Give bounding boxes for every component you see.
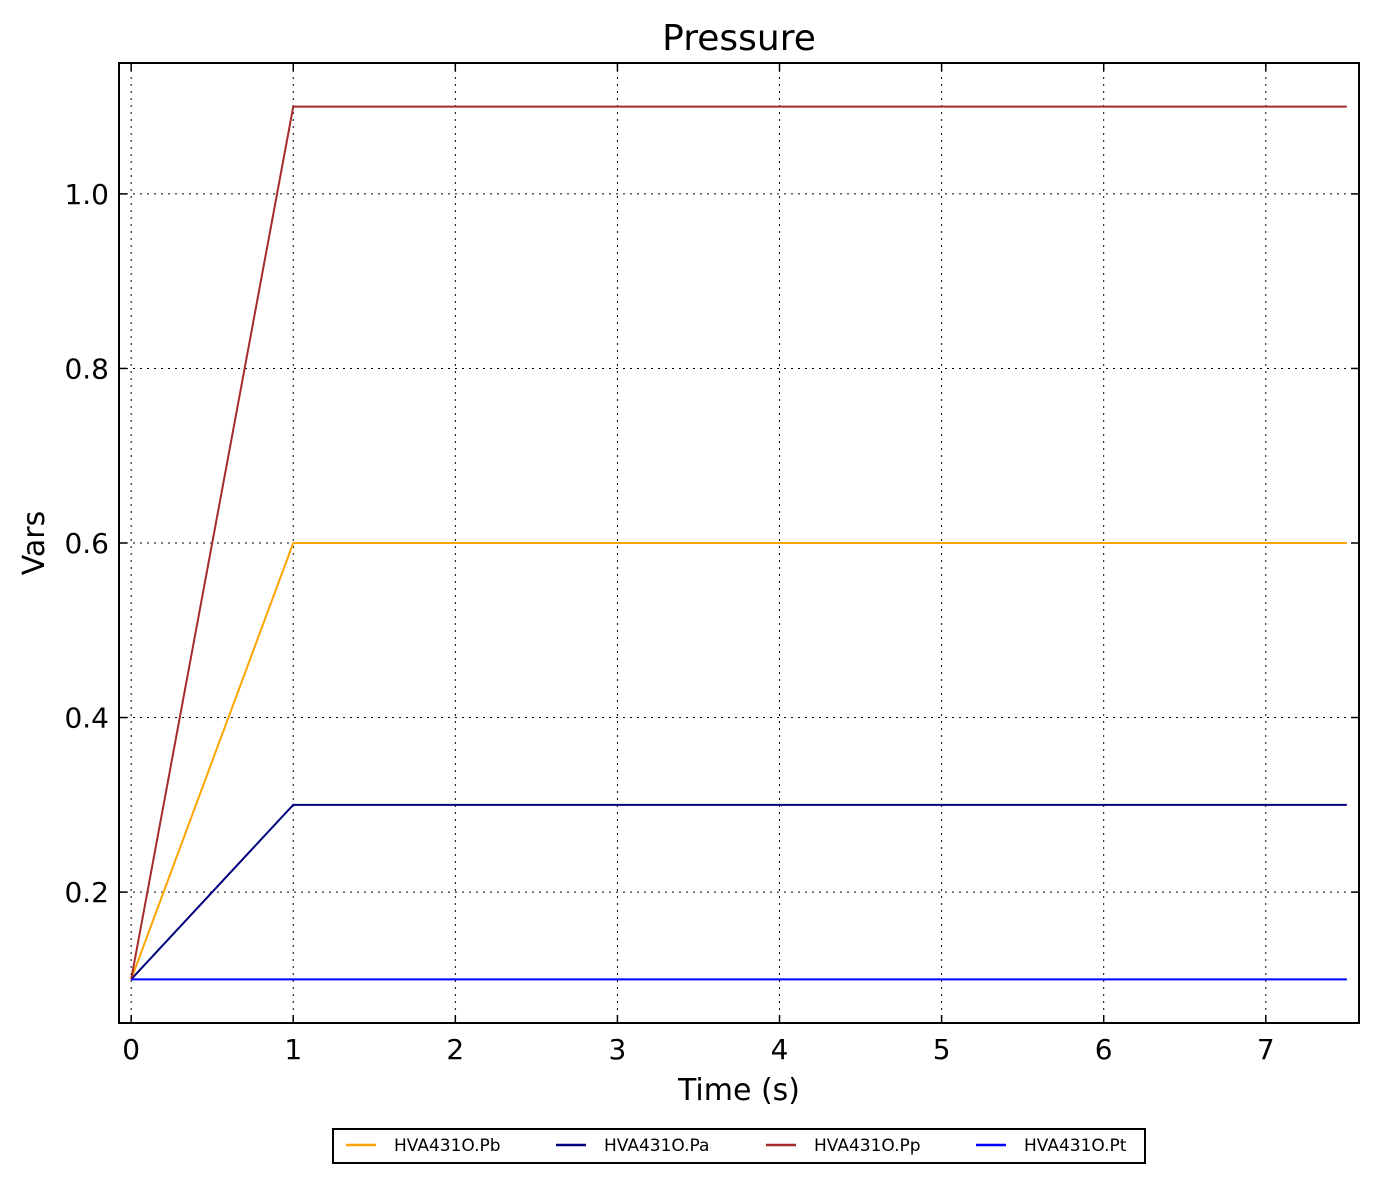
x-tick-label: 6 <box>1095 1033 1113 1066</box>
ticks: 0 1 2 3 4 5 6 7 0.2 0.4 0.6 0.8 1.0 <box>64 63 1359 1066</box>
legend-label: HVA431O.Pb <box>394 1136 501 1156</box>
x-tick-label: 7 <box>1257 1033 1275 1066</box>
legend: HVA431O.Pb HVA431O.Pa HVA431O.Pp HVA431O.Pt <box>332 1128 1146 1164</box>
grid <box>119 63 1359 1023</box>
x-axis-label: Time (s) <box>677 1073 800 1108</box>
series-lines <box>130 105 1347 981</box>
x-tick-label: 1 <box>284 1033 302 1066</box>
y-axis-label: Vars <box>17 511 52 576</box>
x-tick-label: 2 <box>446 1033 464 1066</box>
x-tick-label: 4 <box>771 1033 789 1066</box>
series-line-hva431o-pa <box>130 803 1347 981</box>
y-tick-label: 0.6 <box>64 527 109 560</box>
x-tick-label: 0 <box>122 1033 140 1066</box>
legend-label: HVA431O.Pa <box>604 1136 709 1156</box>
legend-label: HVA431O.Pt <box>1024 1136 1127 1156</box>
series-line-hva431o-pb <box>130 542 1347 980</box>
series-line-hva431o-pp <box>130 105 1347 980</box>
y-tick-label: 0.8 <box>64 352 109 385</box>
x-tick-label: 5 <box>933 1033 951 1066</box>
y-tick-label: 1.0 <box>64 178 109 211</box>
legend-box <box>332 1128 1146 1164</box>
y-tick-label: 0.4 <box>64 702 109 735</box>
y-tick-label: 0.2 <box>64 876 109 909</box>
chart-title: Pressure <box>662 18 816 59</box>
legend-label: HVA431O.Pp <box>814 1136 921 1156</box>
x-tick-label: 3 <box>609 1033 627 1066</box>
